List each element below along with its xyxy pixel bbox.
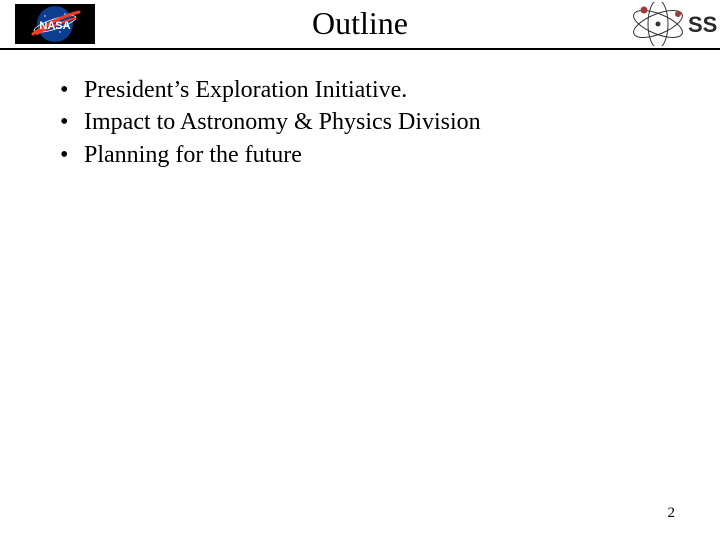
header: NASA Outline SS: [0, 0, 720, 50]
page-number: 2: [668, 505, 676, 522]
bullet-item: Planning for the future: [60, 139, 690, 171]
page-title: Outline: [0, 5, 720, 42]
bullet-item: President’s Exploration Initiative.: [60, 74, 690, 106]
bullet-list: President’s Exploration Initiative. Impa…: [60, 74, 690, 171]
bullet-item: Impact to Astronomy & Physics Division: [60, 106, 690, 138]
oss-logo: SS: [630, 2, 720, 46]
content-area: President’s Exploration Initiative. Impa…: [0, 50, 720, 171]
svg-text:SS: SS: [688, 12, 717, 37]
